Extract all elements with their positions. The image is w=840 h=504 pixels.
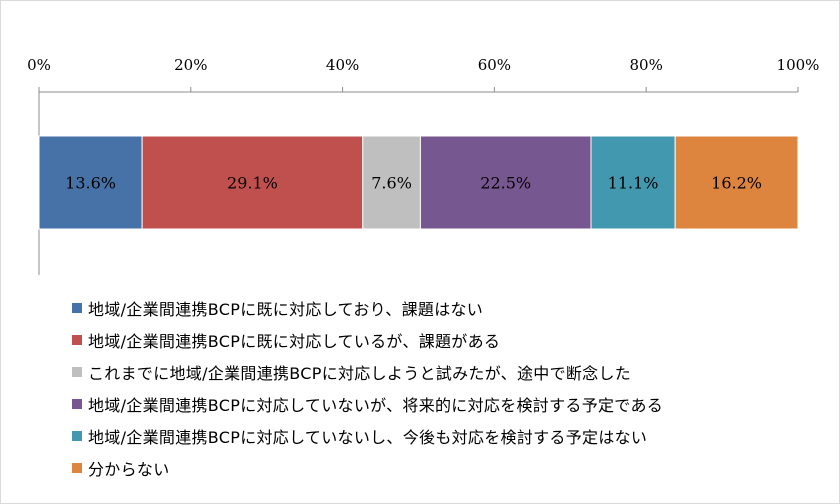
x-tick-label: 0% xyxy=(27,56,51,74)
legend: 地域/企業間連携BCPに既に対応しており、課題はない 地域/企業間連携BCPに既に… xyxy=(72,292,663,484)
data-label-2: 29.1% xyxy=(227,174,278,193)
legend-item-6: 分からない xyxy=(72,452,663,484)
legend-swatch xyxy=(72,463,82,473)
x-tick-label: 80% xyxy=(630,56,663,74)
legend-swatch xyxy=(72,303,82,313)
legend-item-5: 地域/企業間連携BCPに対応していないし、今後も対応を検討する予定はない xyxy=(72,420,663,452)
bar-segment-6 xyxy=(674,135,799,230)
legend-label: これまでに地域/企業間連携BCPに対応しようと試みたが、途中で断念した xyxy=(88,364,632,383)
legend-swatch xyxy=(72,335,82,345)
legend-item-4: 地域/企業間連携BCPに対応していないが、将来的に対応を検討する予定である xyxy=(72,388,663,420)
data-label-3: 7.6% xyxy=(371,174,412,193)
legend-label: 地域/企業間連携BCPに対応していないが、将来的に対応を検討する予定である xyxy=(88,396,664,415)
legend-label: 分からない xyxy=(88,460,170,479)
data-label-6: 16.2% xyxy=(711,174,762,193)
stacked-bar: 13.6% 29.1% 7.6% 22.5% 11.1% 16.2% xyxy=(38,135,799,230)
data-label-1: 13.6% xyxy=(65,174,116,193)
data-label-5: 11.1% xyxy=(608,174,659,193)
legend-swatch xyxy=(72,431,82,441)
legend-item-2: 地域/企業間連携BCPに既に対応しているが、課題がある xyxy=(72,324,663,356)
x-axis-ticks: 0% 20% 40% 60% 80% 100% xyxy=(27,56,819,92)
legend-item-3: これまでに地域/企業間連携BCPに対応しようと試みたが、途中で断念した xyxy=(72,356,663,388)
legend-swatch xyxy=(72,399,82,409)
bar-segment-3 xyxy=(362,135,421,230)
x-tick-label: 20% xyxy=(174,56,207,74)
data-label-4: 22.5% xyxy=(480,174,531,193)
legend-swatch xyxy=(72,367,82,377)
legend-label: 地域/企業間連携BCPに既に対応しており、課題はない xyxy=(88,300,484,319)
legend-label: 地域/企業間連携BCPに対応していないし、今後も対応を検討する予定はない xyxy=(88,428,648,447)
x-tick-label: 100% xyxy=(777,56,820,74)
bar-segment-4 xyxy=(419,135,592,230)
legend-label: 地域/企業間連携BCPに既に対応しているが、課題がある xyxy=(88,332,501,351)
x-tick-label: 40% xyxy=(326,56,359,74)
x-tick-label: 60% xyxy=(478,56,511,74)
legend-item-1: 地域/企業間連携BCPに既に対応しており、課題はない xyxy=(72,292,663,324)
